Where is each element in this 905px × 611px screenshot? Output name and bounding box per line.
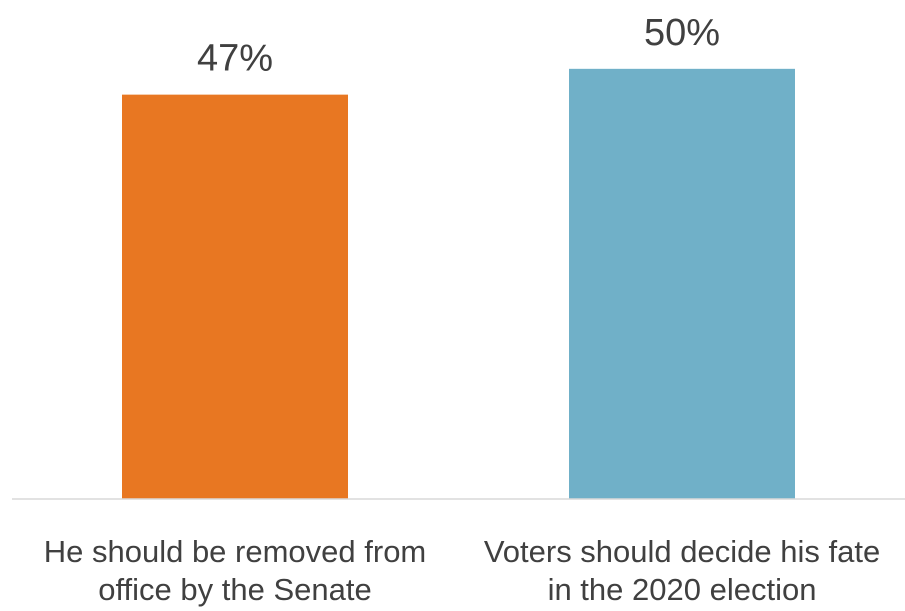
data-label-2: 50% <box>644 12 720 54</box>
bar-1 <box>122 94 348 499</box>
data-label-1: 47% <box>197 38 273 80</box>
category-label-2-line-1: Voters should decide his fate <box>484 534 880 569</box>
value-labels-group: 47% 50% <box>197 12 720 80</box>
category-labels-group: He should be removed from office by the S… <box>44 534 880 607</box>
category-label-2-line-2: in the 2020 election <box>548 572 817 607</box>
bars-group <box>122 68 795 500</box>
category-label-2: Voters should decide his fate in the 2020… <box>484 534 880 607</box>
category-label-1: He should be removed from office by the S… <box>44 534 427 607</box>
category-label-1-line-1: He should be removed from <box>44 534 427 569</box>
bar-2 <box>569 68 795 500</box>
category-label-1-line-2: office by the Senate <box>98 572 371 607</box>
